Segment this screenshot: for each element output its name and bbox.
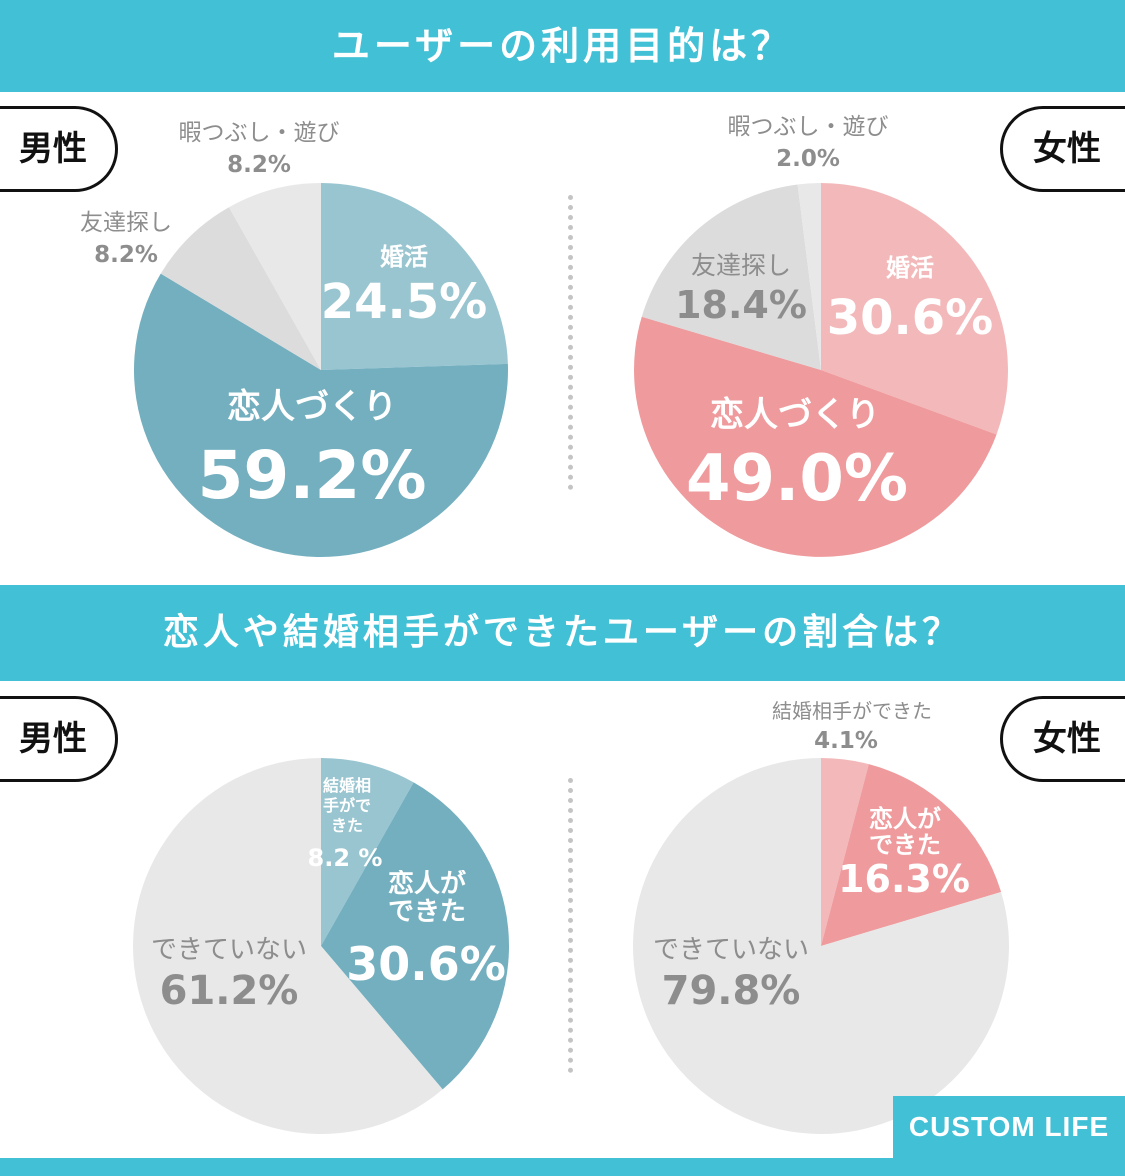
purpose-pies: 婚活 24.5% 恋人づくり 59.2% 友達探し 8.2% 暇つぶし・遊び 8… — [80, 114, 1008, 557]
slice-label: 暇つぶし・遊び — [728, 114, 889, 140]
slice-label-box: 恋人ができた — [387, 870, 466, 927]
slice-value: 49.0% — [686, 442, 908, 516]
slice-label: 友達探し — [80, 210, 172, 236]
slice-label: 暇つぶし・遊び — [179, 120, 340, 146]
slice-label: できていない — [653, 935, 809, 965]
slice-label: 恋人ができた — [387, 870, 466, 927]
pie-slice — [321, 782, 509, 1090]
pie-slice — [641, 184, 821, 370]
men-label-purpose: 男性 — [0, 106, 118, 192]
bottom-bar — [0, 1158, 1125, 1176]
slice-label: 婚活 — [380, 243, 428, 271]
men-label-outcome: 男性 — [0, 696, 118, 782]
slice-value: 4.1% — [814, 728, 878, 754]
pie-slice — [134, 273, 509, 557]
pie-slice — [133, 758, 443, 1134]
section-title-outcome: 恋人や結婚相手ができたユーザーの割合は？ — [0, 585, 1125, 681]
women-label-purpose: 女性 — [1000, 106, 1125, 192]
slice-value: 59.2% — [198, 437, 427, 514]
slice-value: 2.0% — [776, 146, 840, 172]
slice-label: 婚活 — [886, 254, 934, 282]
slice-value: 61.2% — [160, 968, 299, 1014]
divider — [568, 195, 573, 490]
slice-label: 結婚相手ができた — [322, 776, 371, 835]
women-outcome-pie — [632, 758, 1009, 1134]
slice-value: 24.5% — [321, 274, 488, 330]
pie-slice — [321, 183, 508, 370]
slice-label-box: 恋人ができた — [869, 806, 941, 859]
slice-label: 恋人ができた — [869, 806, 941, 859]
pie-slice — [797, 183, 821, 370]
slice-value: 79.8% — [662, 968, 801, 1014]
pie-slice — [228, 183, 321, 370]
divider — [568, 778, 573, 1073]
slice-value: 8.2% — [94, 242, 158, 268]
slice-label: 結婚相手ができた — [772, 699, 932, 723]
slice-value: 8.2 % — [308, 844, 383, 872]
brand-logo: CUSTOM LIFE — [893, 1096, 1125, 1158]
pie-slice — [321, 758, 414, 946]
pie-slice — [632, 758, 1009, 1134]
pie-slice — [160, 207, 321, 370]
slice-label: 恋人づくり — [710, 395, 880, 435]
slice-label-box: 結婚相手ができた — [322, 776, 371, 835]
slice-value: 18.4% — [675, 283, 807, 327]
women-label-outcome: 女性 — [1000, 696, 1125, 782]
slice-label: できていない — [151, 935, 307, 965]
slice-value: 30.6% — [346, 937, 506, 991]
pie-slice — [821, 183, 1008, 435]
pie-slice — [634, 316, 997, 557]
men-purpose-pie — [134, 183, 509, 557]
women-purpose-pie — [634, 183, 1008, 557]
pie-slice — [821, 758, 869, 946]
slice-value: 8.2% — [227, 152, 291, 178]
slice-value: 16.3% — [838, 857, 970, 901]
slice-label: 恋人づくり — [227, 387, 397, 427]
slice-value: 30.6% — [827, 290, 994, 346]
section-title-purpose: ユーザーの利用目的は？ — [0, 0, 1125, 92]
slice-label: 友達探し — [691, 251, 791, 280]
men-outcome-pie — [133, 758, 509, 1134]
pie-slice — [821, 764, 1002, 946]
